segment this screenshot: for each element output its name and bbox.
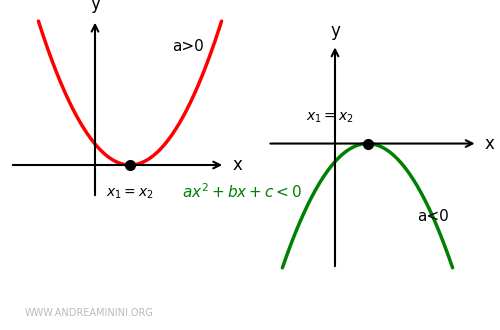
- Text: a<0: a<0: [418, 209, 449, 224]
- Text: x: x: [485, 135, 495, 152]
- Text: WWW.ANDREAMININI.ORG: WWW.ANDREAMININI.ORG: [25, 309, 154, 318]
- Text: x: x: [232, 156, 242, 174]
- Text: y: y: [330, 21, 340, 40]
- Text: a>0: a>0: [172, 39, 204, 54]
- Text: y: y: [90, 0, 100, 13]
- Text: $ax^2+bx+c<0$: $ax^2+bx+c<0$: [182, 182, 302, 201]
- Text: $x_1=x_2$: $x_1=x_2$: [306, 111, 354, 125]
- Text: $x_1=x_2$: $x_1=x_2$: [106, 186, 154, 201]
